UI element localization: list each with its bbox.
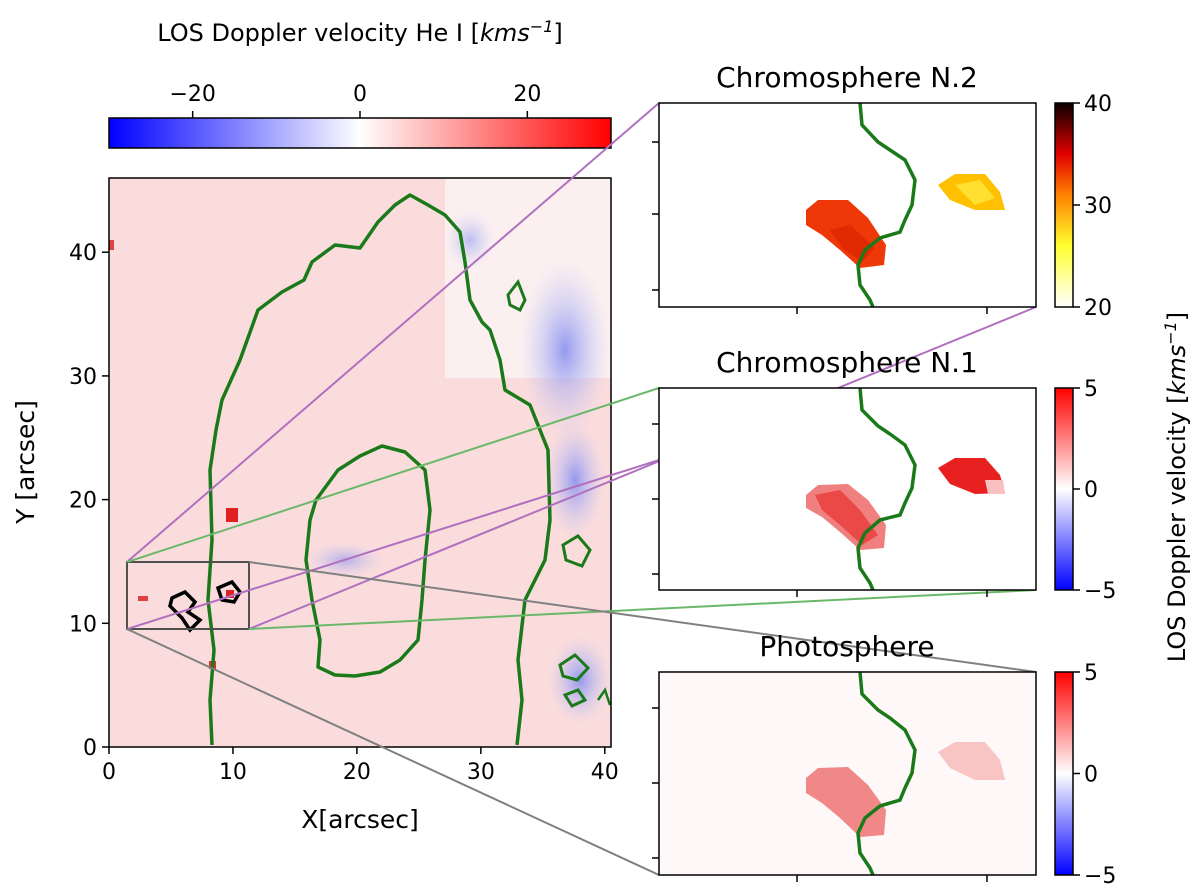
panel-frame (658, 671, 1037, 876)
red-spot (226, 508, 238, 522)
main-map-blue-region (545, 420, 605, 540)
connector-gray (126, 628, 660, 876)
main-map-blue-region (548, 635, 612, 725)
small-contour (506, 278, 527, 313)
x-tick-label: 0 (102, 760, 116, 785)
colorbar-gradient (1054, 671, 1074, 876)
main-colorbar-label: LOS Doppler velocity He I [kms−1] (157, 17, 563, 48)
main-colorbar: LOS Doppler velocity He I [kms−1] −20 0 20 (108, 17, 612, 149)
main-y-axis-label: Y [arcsec] (11, 400, 40, 525)
shared-colorbar-label: LOS Doppler velocity [kms−1] (1161, 312, 1192, 662)
panel-title: Photosphere (759, 630, 934, 663)
main-map-frame (108, 177, 612, 748)
panel-title: Chromosphere N.2 (716, 61, 978, 94)
panel-title: Chromosphere N.1 (716, 346, 978, 379)
colorbar-tick-label: −5 (1084, 579, 1116, 604)
red-spot (138, 596, 148, 601)
connector-lines (126, 102, 1037, 876)
y-tick-label: 20 (69, 489, 97, 514)
outer-contour (206, 193, 552, 746)
inner-contour (304, 444, 432, 678)
small-contour (558, 653, 591, 682)
x-tick-label: 10 (219, 760, 247, 785)
black-contour (168, 589, 203, 633)
panel-photosphere: Photosphere −5 0 5 (652, 630, 1116, 889)
panel-frame (658, 387, 1037, 591)
connector-purple (248, 306, 1037, 630)
colorbar-tick-label: 40 (1084, 92, 1112, 117)
small-contour (561, 534, 592, 568)
panel-ticks (652, 707, 988, 882)
colorbar-tick-label: 20 (513, 82, 541, 107)
panel-ticks (652, 423, 988, 597)
main-colorbar-ticks: −20 0 20 (169, 82, 541, 118)
connector-gray (248, 561, 1037, 673)
panel-contour (856, 387, 917, 591)
colorbar-tick-label: 0 (1084, 763, 1098, 788)
connector-purple (126, 459, 660, 630)
panel-contour (856, 102, 917, 308)
red-spot (226, 590, 234, 598)
y-tick-label: 30 (69, 365, 97, 390)
panel-colorbar-ticks: −5 0 5 (1073, 661, 1116, 889)
colorbar-tick-label: 5 (1084, 377, 1098, 402)
main-map-blue-region (445, 210, 495, 270)
colorbar-gradient (1054, 387, 1074, 591)
connector-purple (126, 102, 660, 563)
y-tick-label: 0 (83, 736, 97, 761)
panel-frame (658, 102, 1037, 308)
panel-chromosphere-1: Chromosphere N.1 −5 0 5 (652, 346, 1116, 604)
y-tick-label: 10 (69, 612, 97, 637)
colorbar-tick-label: −20 (169, 82, 215, 107)
connector-green (126, 387, 660, 563)
main-x-axis-label: X[arcsec] (301, 805, 419, 834)
panel-contour (856, 671, 917, 876)
colorbar-tick-label: −5 (1084, 864, 1116, 889)
colorbar-tick-label: 0 (1084, 478, 1098, 503)
main-map-blue-region (520, 260, 610, 440)
panel-colorbar-ticks: 20 30 40 (1073, 92, 1112, 321)
colorbar-tick-label: 0 (353, 82, 367, 107)
flux-patch-right (938, 742, 1005, 780)
connector-green (248, 589, 1037, 630)
main-map: 0 10 20 30 40 0 10 20 30 40 X[arcsec] Y [arcsec] (11, 177, 619, 834)
colorbar-gradient (1054, 102, 1074, 308)
panel-colorbar-ticks: −5 0 5 (1073, 377, 1116, 604)
x-tick-label: 40 (591, 760, 619, 785)
small-contour (562, 688, 588, 708)
main-colorbar-gradient (108, 117, 612, 149)
x-tick-label: 30 (467, 760, 495, 785)
zoom-box (126, 561, 250, 630)
small-contour (596, 687, 612, 706)
panel-chromosphere-2: Chromosphere N.2 20 30 40 (652, 61, 1112, 321)
colorbar-tick-label: 5 (1084, 661, 1098, 686)
colorbar-tick-label: 20 (1084, 296, 1112, 321)
flux-patch-right (985, 480, 1005, 494)
red-spot (109, 240, 114, 250)
main-x-ticks: 0 10 20 30 40 (102, 747, 619, 785)
flux-patch-left (815, 490, 878, 545)
colorbar-tick-label: 30 (1084, 194, 1112, 219)
y-tick-label: 40 (69, 241, 97, 266)
flux-patch-right (955, 180, 995, 205)
main-y-ticks: 0 10 20 30 40 (69, 241, 109, 761)
panel-ticks (652, 141, 988, 314)
x-tick-label: 20 (343, 760, 371, 785)
